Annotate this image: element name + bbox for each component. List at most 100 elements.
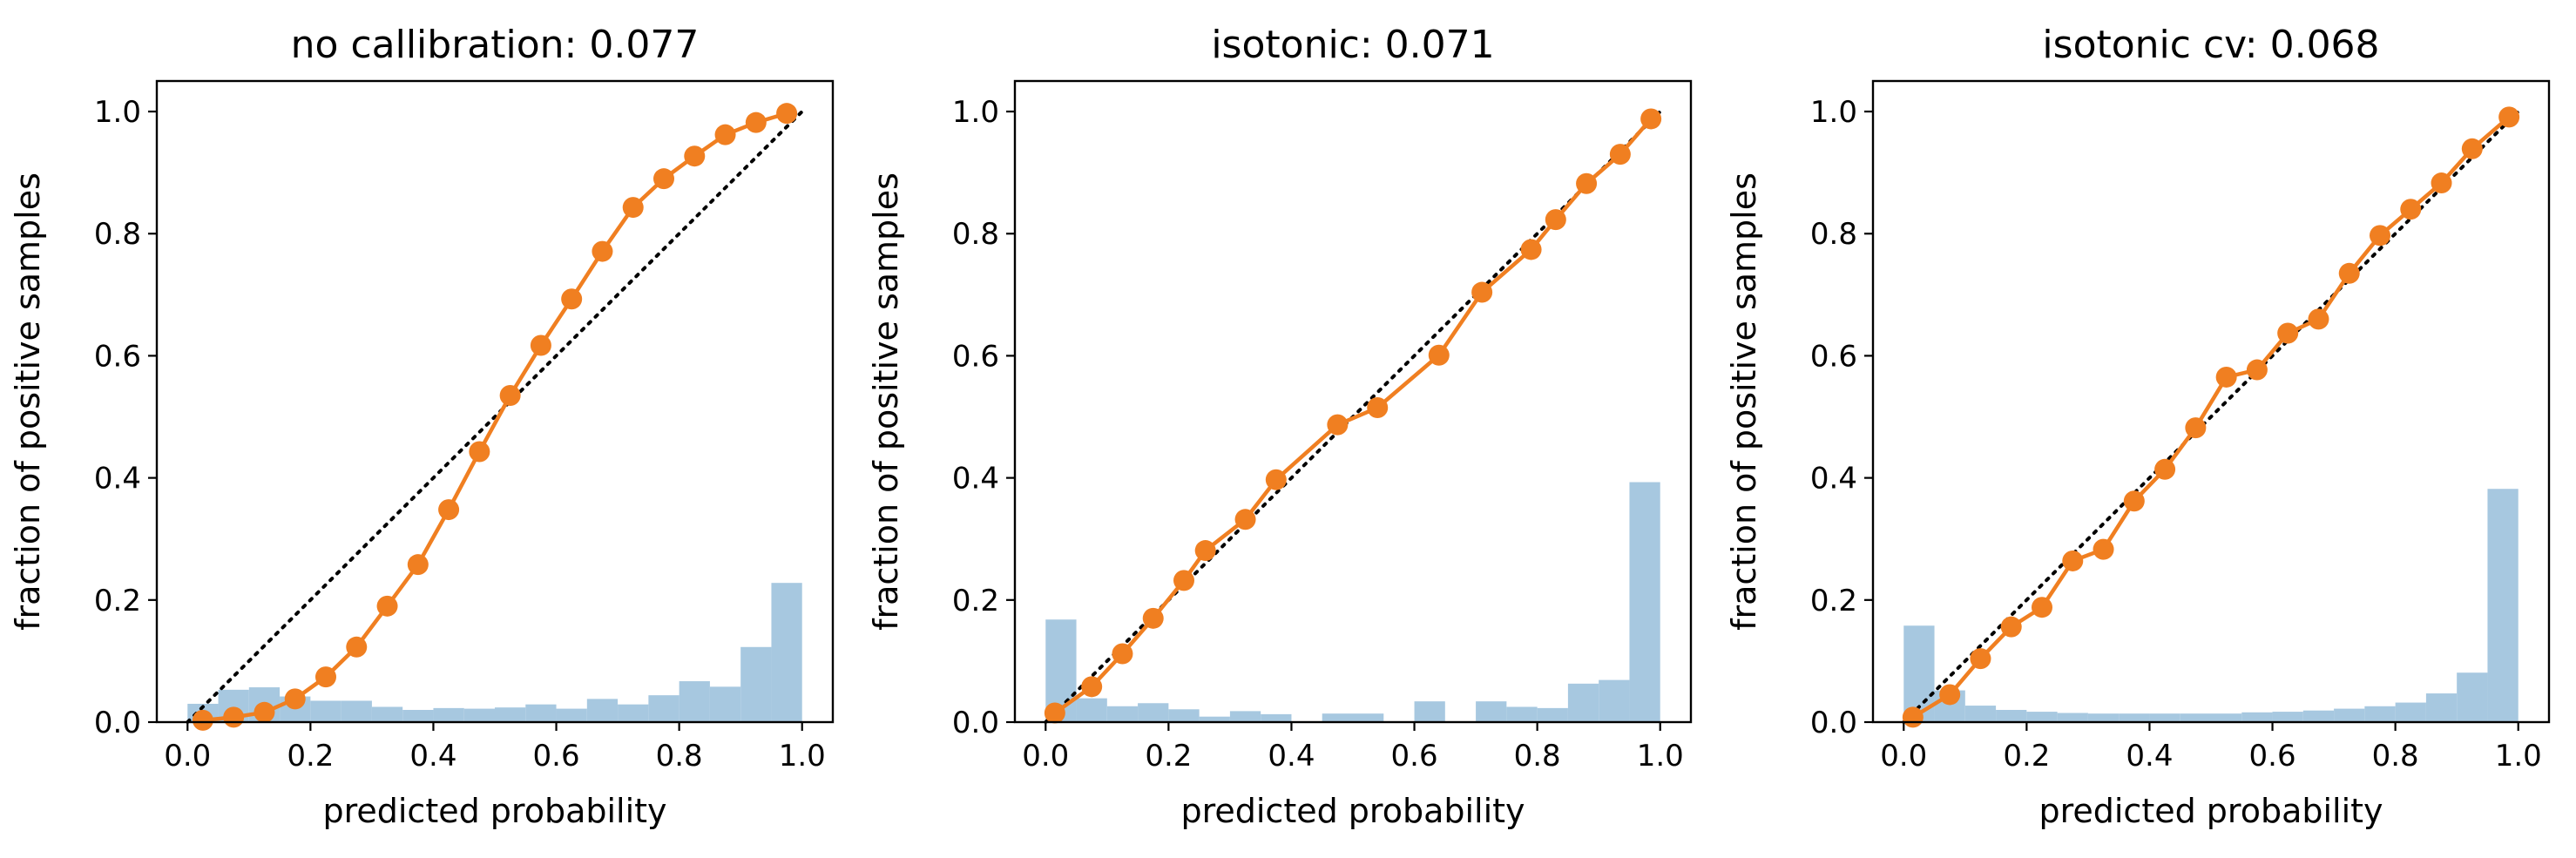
x-tick-label: 1.0	[2495, 739, 2542, 774]
histogram-bar	[2057, 713, 2088, 722]
histogram-bar	[1964, 706, 1997, 722]
histogram-bar	[2241, 712, 2273, 722]
x-tick-label: 0.4	[409, 739, 456, 774]
calibration-point	[1327, 414, 1349, 436]
y-tick-label: 0.2	[94, 584, 141, 618]
calibration-point	[745, 111, 767, 133]
calibration-point	[2277, 322, 2299, 344]
histogram-bar	[525, 704, 557, 722]
calibration-point	[684, 145, 706, 167]
histogram-bar	[2026, 712, 2058, 722]
calibration-point	[315, 666, 336, 688]
y-tick-label: 0.8	[94, 217, 141, 252]
calibration-point	[1194, 540, 1216, 562]
calibration-point	[376, 595, 398, 617]
calibration-point	[1081, 676, 1103, 698]
y-axis-label: fraction of positive samples	[867, 172, 905, 631]
calibration-point	[2338, 262, 2360, 284]
calibration-point	[1939, 684, 1961, 706]
calibration-point	[653, 168, 674, 190]
axes-frame	[155, 79, 835, 724]
y-tick-label: 0.8	[952, 217, 999, 252]
y-tick-label: 0.6	[1810, 339, 1857, 374]
calibration-point	[1367, 397, 1389, 419]
calibration-point	[2400, 199, 2422, 220]
calibration-point	[2154, 458, 2176, 480]
panel-no-calibration: 0.0 0.2 0.4 0.6 0.8 1.0 0.0 0.2 0.4 0.6 0.8 1.0 no …	[9, 23, 835, 830]
calibration-point	[530, 334, 551, 356]
histogram-bar	[679, 681, 710, 722]
x-tick-label: 0.8	[2372, 739, 2419, 774]
y-tick-label: 0.8	[1810, 217, 1857, 252]
calibration-point	[2185, 417, 2207, 439]
histogram-bar	[556, 708, 587, 722]
histogram-bar	[2487, 489, 2519, 722]
histogram-bar	[2211, 713, 2242, 722]
y-tick-label: 0.4	[952, 462, 999, 497]
histogram-bar	[2087, 713, 2120, 722]
histogram-bar	[1629, 482, 1660, 722]
y-tick-label: 0.0	[1810, 706, 1857, 740]
y-tick-label: 1.0	[1810, 95, 1857, 130]
x-axis-label: predicted probability	[2038, 792, 2383, 830]
panel-isotonic: 0.0 0.2 0.4 0.6 0.8 1.0 0.0 0.2 0.4 0.6 0.8 1.0 iso…	[867, 23, 1693, 830]
calibration-point	[1112, 643, 1133, 665]
histogram-bar	[709, 686, 741, 722]
calibration-point	[2000, 616, 2022, 638]
y-tick-label: 0.2	[952, 584, 999, 618]
x-tick-label: 0.0	[164, 739, 211, 774]
y-tick-label: 0.4	[94, 462, 141, 497]
histogram-bar	[310, 700, 341, 722]
histogram-bar	[371, 706, 403, 722]
calibration-point	[2215, 366, 2237, 388]
calibration-point	[2431, 172, 2452, 194]
calibration-point	[2308, 308, 2329, 330]
calibration-point	[1142, 607, 1164, 629]
calibration-point	[499, 384, 521, 406]
calibration-point	[2461, 138, 2483, 159]
calibration-point	[223, 706, 245, 728]
x-tick-label: 0.4	[1268, 739, 1315, 774]
histogram-bar	[771, 583, 802, 722]
histogram-bar	[402, 709, 434, 722]
x-axis-label: predicted probability	[322, 792, 666, 830]
calibration-point	[438, 499, 460, 521]
histogram-bar	[495, 707, 526, 722]
calibration-point	[254, 701, 275, 723]
histogram-bar	[1199, 716, 1230, 722]
histogram-bar	[1138, 703, 1169, 722]
x-tick-label: 0.6	[2249, 739, 2296, 774]
x-tick-label: 0.8	[1514, 739, 1561, 774]
axes-frame	[1871, 79, 2551, 724]
histogram-bar	[1076, 698, 1107, 722]
histogram-bar	[433, 707, 464, 722]
histogram-bar	[2302, 710, 2335, 722]
panel-isotonic-cv: 0.0 0.2 0.4 0.6 0.8 1.0 0.0 0.2 0.4 0.6 0.8 1.0 iso…	[1725, 23, 2551, 830]
x-tick-label: 0.8	[656, 739, 703, 774]
calibration-point	[2123, 490, 2145, 512]
calibration-point	[1234, 509, 1256, 530]
calibration-point	[2032, 597, 2052, 618]
calibration-point	[1471, 281, 1493, 303]
chart-title: isotonic cv: 0.068	[2042, 23, 2379, 67]
calibration-point	[1609, 144, 1631, 166]
histogram-bar	[1506, 706, 1538, 722]
histogram-bar	[648, 695, 679, 722]
histogram-bar	[463, 708, 495, 722]
calibration-point	[1173, 570, 1194, 591]
histogram-bar	[2149, 713, 2180, 722]
calibration-point	[2246, 359, 2268, 381]
histogram-bar	[1476, 701, 1507, 722]
y-tick-label: 0.6	[952, 339, 999, 374]
chart-title: no callibration: 0.077	[291, 23, 700, 67]
histogram-bar	[2364, 706, 2396, 722]
histogram-bar	[1261, 713, 1292, 722]
x-tick-label: 0.2	[1145, 739, 1192, 774]
histogram-bar	[1996, 709, 2027, 722]
histogram-bar	[2457, 672, 2488, 722]
x-axis-label: predicted probability	[1180, 792, 1525, 830]
y-tick-label: 0.2	[1810, 584, 1857, 618]
histogram-bar	[2395, 702, 2426, 722]
histogram-bar	[1106, 706, 1139, 722]
